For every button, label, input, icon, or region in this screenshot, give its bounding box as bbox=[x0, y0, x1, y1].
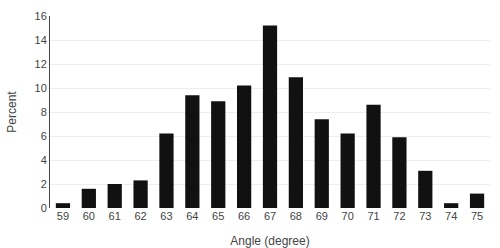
svg-text:10: 10 bbox=[35, 82, 47, 94]
svg-text:60: 60 bbox=[83, 210, 95, 222]
svg-text:Percent: Percent bbox=[5, 91, 19, 133]
svg-text:65: 65 bbox=[212, 210, 224, 222]
svg-text:66: 66 bbox=[238, 210, 250, 222]
svg-text:74: 74 bbox=[445, 210, 457, 222]
svg-text:63: 63 bbox=[160, 210, 172, 222]
svg-text:70: 70 bbox=[342, 210, 354, 222]
svg-text:75: 75 bbox=[471, 210, 483, 222]
svg-text:71: 71 bbox=[367, 210, 379, 222]
svg-text:14: 14 bbox=[35, 34, 47, 46]
svg-text:8: 8 bbox=[41, 106, 47, 118]
svg-text:12: 12 bbox=[35, 58, 47, 70]
svg-text:69: 69 bbox=[316, 210, 328, 222]
svg-text:61: 61 bbox=[109, 210, 121, 222]
svg-text:2: 2 bbox=[41, 178, 47, 190]
svg-text:68: 68 bbox=[290, 210, 302, 222]
svg-text:73: 73 bbox=[419, 210, 431, 222]
svg-text:Angle (degree): Angle (degree) bbox=[230, 234, 309, 248]
svg-text:4: 4 bbox=[41, 154, 47, 166]
svg-text:62: 62 bbox=[134, 210, 146, 222]
svg-text:59: 59 bbox=[57, 210, 69, 222]
svg-text:6: 6 bbox=[41, 130, 47, 142]
svg-text:16: 16 bbox=[35, 10, 47, 22]
svg-text:0: 0 bbox=[41, 202, 47, 214]
svg-text:64: 64 bbox=[186, 210, 198, 222]
svg-text:72: 72 bbox=[393, 210, 405, 222]
svg-text:67: 67 bbox=[264, 210, 276, 222]
